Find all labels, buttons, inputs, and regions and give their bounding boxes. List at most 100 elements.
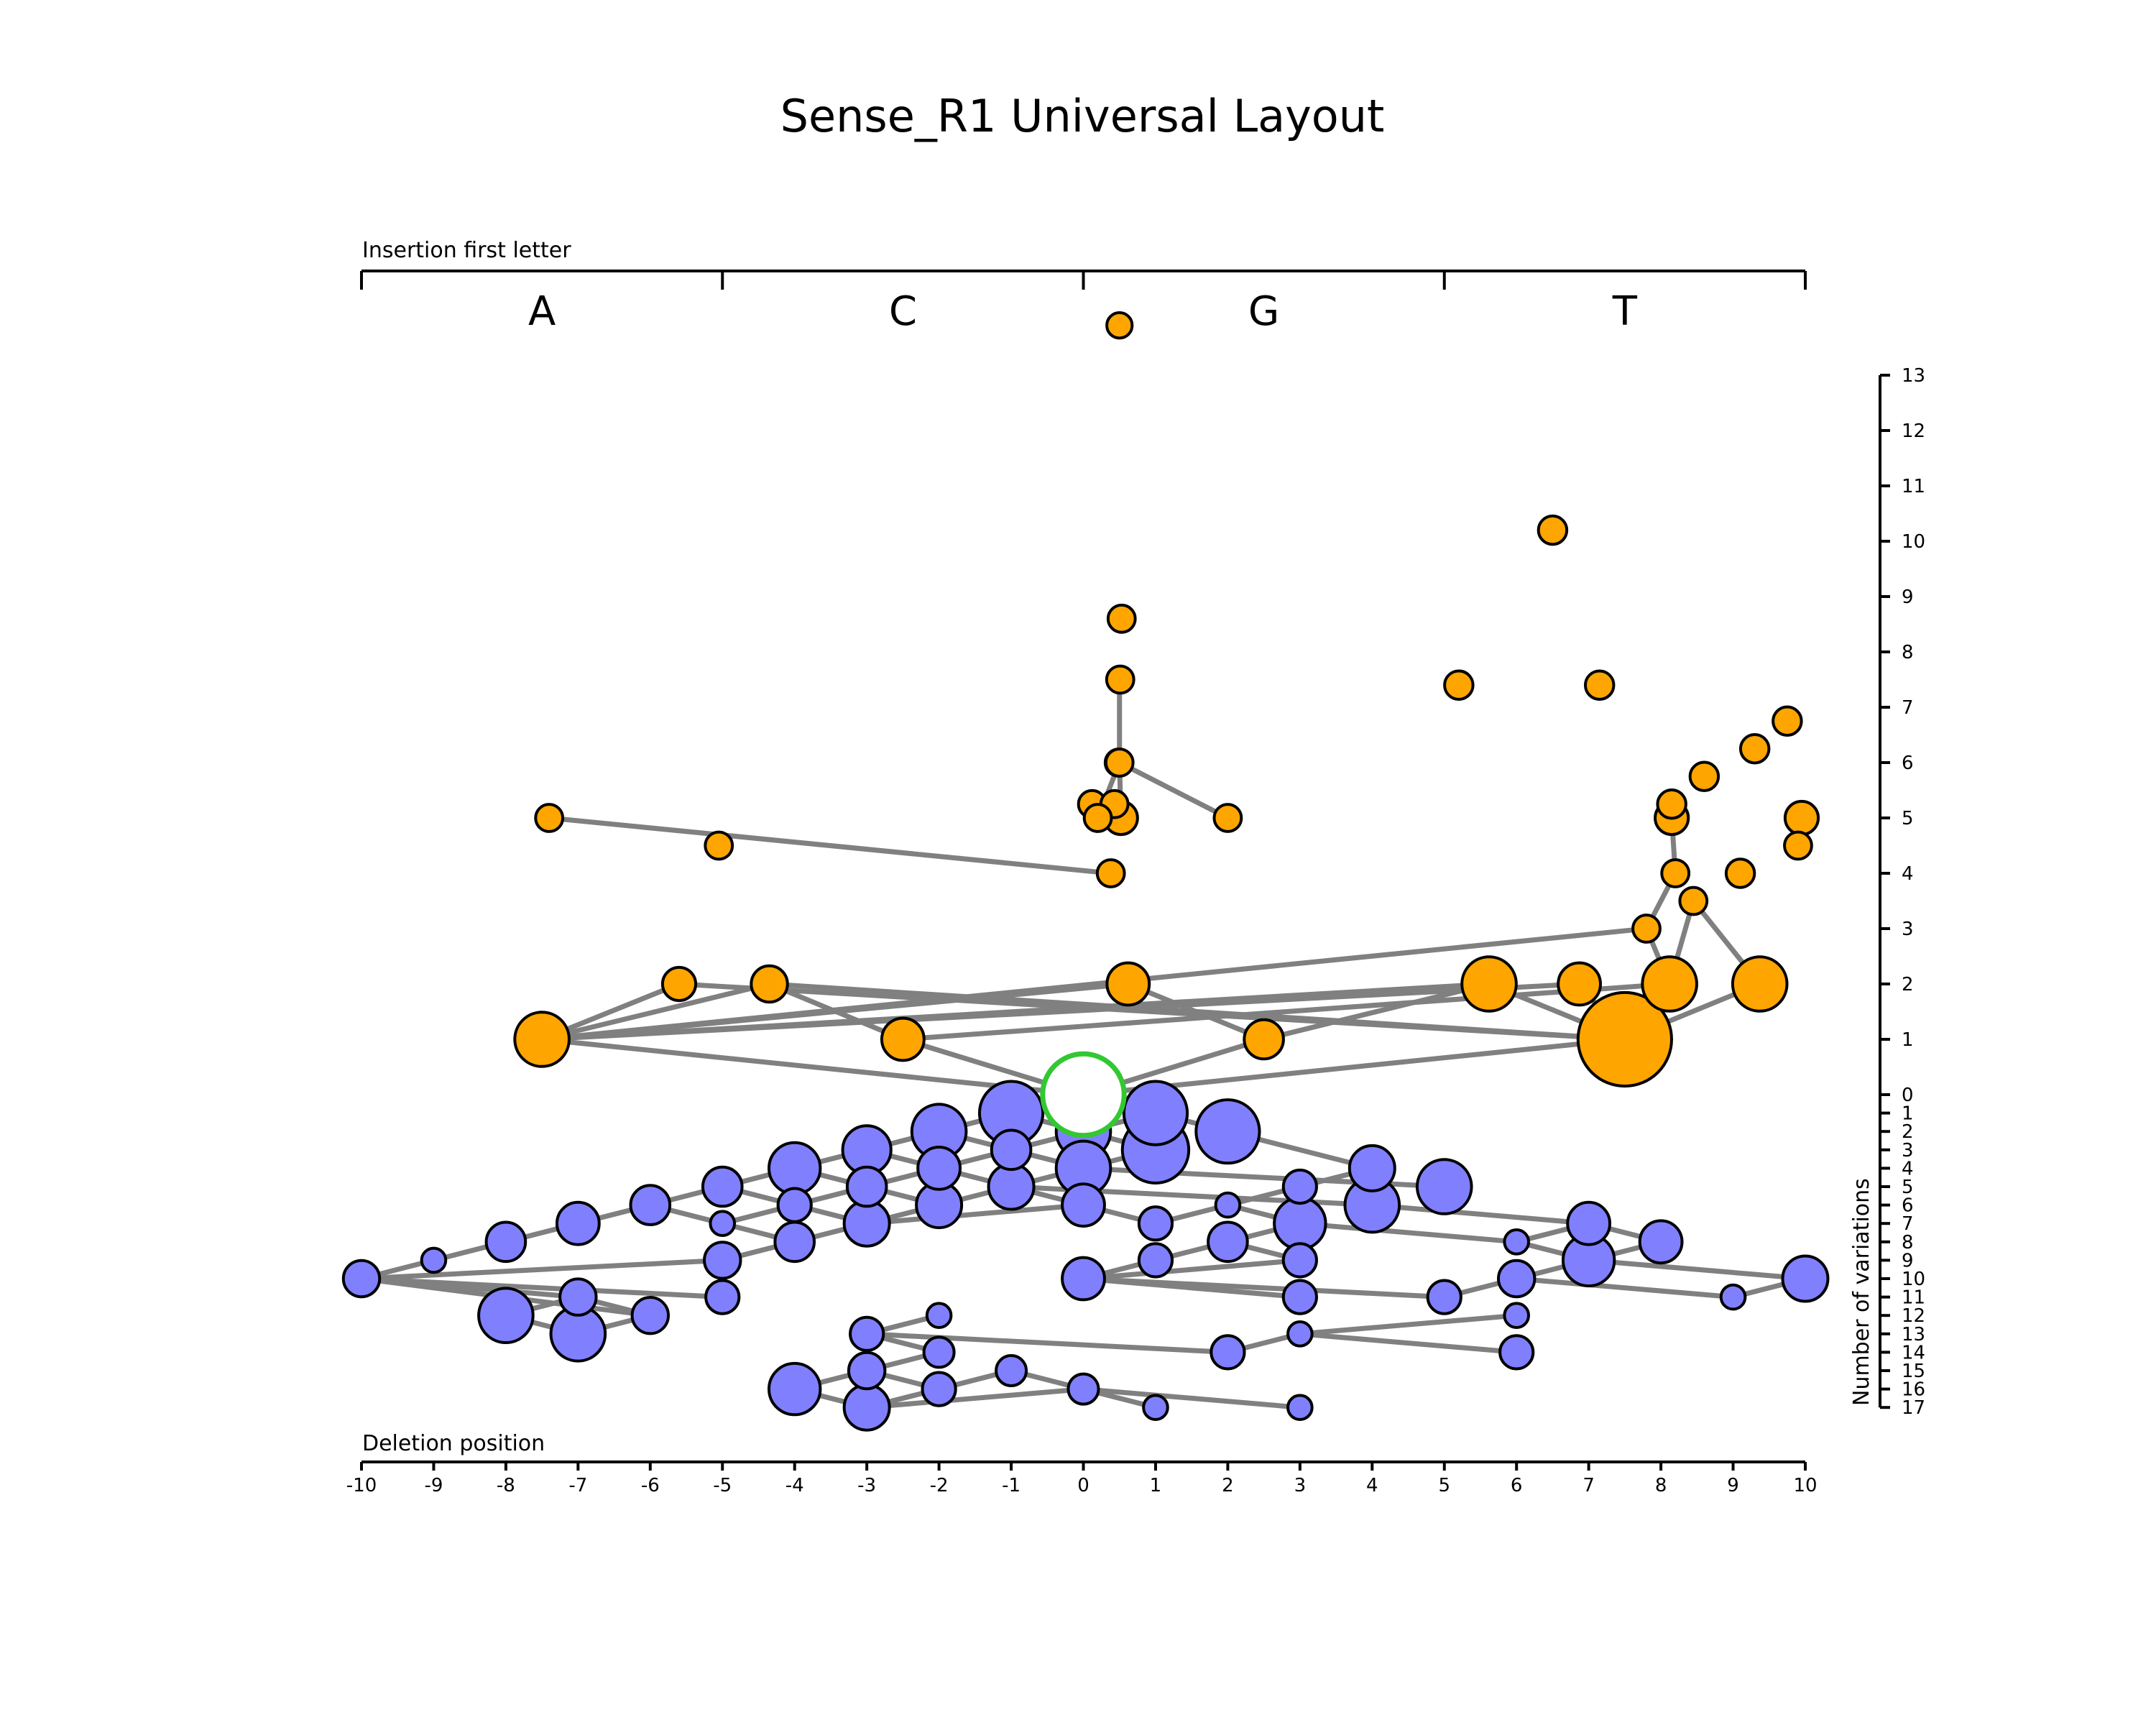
deletion-node — [1503, 1228, 1530, 1256]
deletion-node — [995, 1354, 1028, 1387]
deletion-node — [847, 1351, 887, 1391]
deletion-node — [709, 1210, 737, 1237]
insertion-node — [880, 1016, 926, 1062]
chart-title: Sense_R1 Universal Layout — [780, 90, 1385, 142]
insertion-edge — [1261, 981, 1492, 1042]
bottom-tick-label: 5 — [1438, 1475, 1450, 1496]
insertion-edge — [900, 981, 1672, 1042]
bottom-tick-label: -3 — [857, 1475, 876, 1496]
category-label: T — [1612, 288, 1638, 335]
right-tick-label: 1 — [1902, 1103, 1914, 1125]
deletion-node — [1061, 1182, 1106, 1228]
deletion-edge — [1081, 1386, 1303, 1410]
insertion-node — [1656, 788, 1687, 820]
deletion-node — [1281, 1279, 1318, 1315]
bottom-tick-label: 1 — [1150, 1475, 1162, 1496]
deletion-node — [1281, 1242, 1318, 1279]
deletion-node — [1067, 1372, 1100, 1406]
right-tick-label: 3 — [1902, 919, 1914, 940]
bottom-tick-label: -8 — [497, 1475, 515, 1496]
deletion-node — [1122, 1080, 1189, 1146]
deletion-node — [1498, 1334, 1535, 1371]
nodes — [341, 311, 1830, 1432]
insertion-node — [1783, 799, 1820, 837]
category-label: C — [889, 288, 917, 335]
deletion-edge — [359, 1276, 725, 1300]
insertion-node — [1095, 858, 1126, 888]
deletion-node — [1214, 1191, 1242, 1219]
right-tick-label: 11 — [1902, 476, 1925, 497]
insertion-node — [1557, 961, 1602, 1007]
deletion-edge — [1297, 1331, 1519, 1355]
insertion-edge — [539, 981, 1583, 1042]
insertion-edge — [767, 981, 906, 1042]
deletion-node — [990, 1128, 1033, 1172]
insertion-node — [1576, 990, 1673, 1088]
deletion-node — [1210, 1334, 1246, 1371]
right-tick-label: 4 — [1902, 863, 1914, 885]
deletion-node — [1194, 1098, 1261, 1165]
deletion-edge — [1297, 1220, 1519, 1245]
deletion-node — [629, 1184, 672, 1226]
deletion-node — [1503, 1302, 1530, 1329]
insertion-node — [660, 965, 698, 1003]
bottom-tick-label: -1 — [1002, 1475, 1021, 1496]
right-tick-label: 6 — [1902, 1195, 1914, 1217]
insertion-node — [1243, 1018, 1285, 1061]
insertion-edge — [546, 815, 1114, 876]
insertion-node — [1731, 955, 1789, 1013]
deletion-edge — [864, 1331, 1230, 1355]
deletion-edge — [1514, 1276, 1736, 1300]
insertion-edge — [1125, 981, 1267, 1042]
top-axis-label: Insertion first letter — [362, 238, 571, 263]
deletion-node — [1719, 1283, 1747, 1311]
insertion-node — [704, 830, 734, 861]
deletion-node — [484, 1220, 528, 1264]
deletion-node — [1137, 1242, 1174, 1279]
right-tick-label: 9 — [1902, 586, 1914, 608]
category-label: G — [1248, 288, 1279, 335]
insertion-node — [1537, 514, 1569, 546]
bottom-tick-label: 6 — [1511, 1475, 1523, 1496]
bottom-tick-label: -10 — [346, 1475, 377, 1496]
deletion-node — [703, 1241, 742, 1280]
insertion-node — [1772, 705, 1803, 737]
deletion-edge — [1081, 1276, 1447, 1300]
right-tick-label: 1 — [1902, 1029, 1914, 1051]
bottom-tick-label: 3 — [1294, 1475, 1307, 1496]
deletion-node — [420, 1246, 448, 1274]
reference-node — [1040, 1051, 1127, 1138]
deletion-node — [1207, 1220, 1249, 1264]
insertion-node — [1104, 748, 1135, 778]
right-tick-label: 0 — [1902, 1085, 1914, 1106]
insertion-node — [1660, 858, 1691, 888]
insertion-node — [534, 803, 565, 833]
right-tick-label: 10 — [1902, 531, 1925, 553]
right-tick-label: 8 — [1902, 642, 1914, 663]
deletion-node — [1281, 1168, 1318, 1205]
bottom-tick-label: -4 — [786, 1475, 804, 1496]
deletion-node — [1137, 1205, 1174, 1242]
bottom-tick-label: -9 — [424, 1475, 443, 1496]
bottom-tick-label: 4 — [1366, 1475, 1378, 1496]
right-tick-label: 6 — [1902, 753, 1914, 774]
deletion-edge — [1586, 1257, 1808, 1282]
right-tick-label: 12 — [1902, 420, 1925, 442]
right-tick-label: 17 — [1902, 1397, 1925, 1419]
deletion-node — [925, 1302, 953, 1329]
right-tick-label: 4 — [1902, 1158, 1914, 1179]
insertion-node — [750, 964, 789, 1004]
deletion-node — [1415, 1158, 1473, 1215]
insertion-node — [1105, 311, 1134, 340]
right-tick-label: 5 — [1902, 808, 1914, 829]
deletion-node — [1348, 1144, 1396, 1192]
deletion-node — [1566, 1200, 1612, 1246]
deletion-node — [845, 1165, 888, 1208]
deletion-node — [1286, 1394, 1314, 1421]
bottom-tick-label: 0 — [1077, 1475, 1089, 1496]
deletion-node — [704, 1279, 741, 1315]
deletion-node — [558, 1277, 598, 1317]
insertion-node — [1105, 961, 1151, 1007]
